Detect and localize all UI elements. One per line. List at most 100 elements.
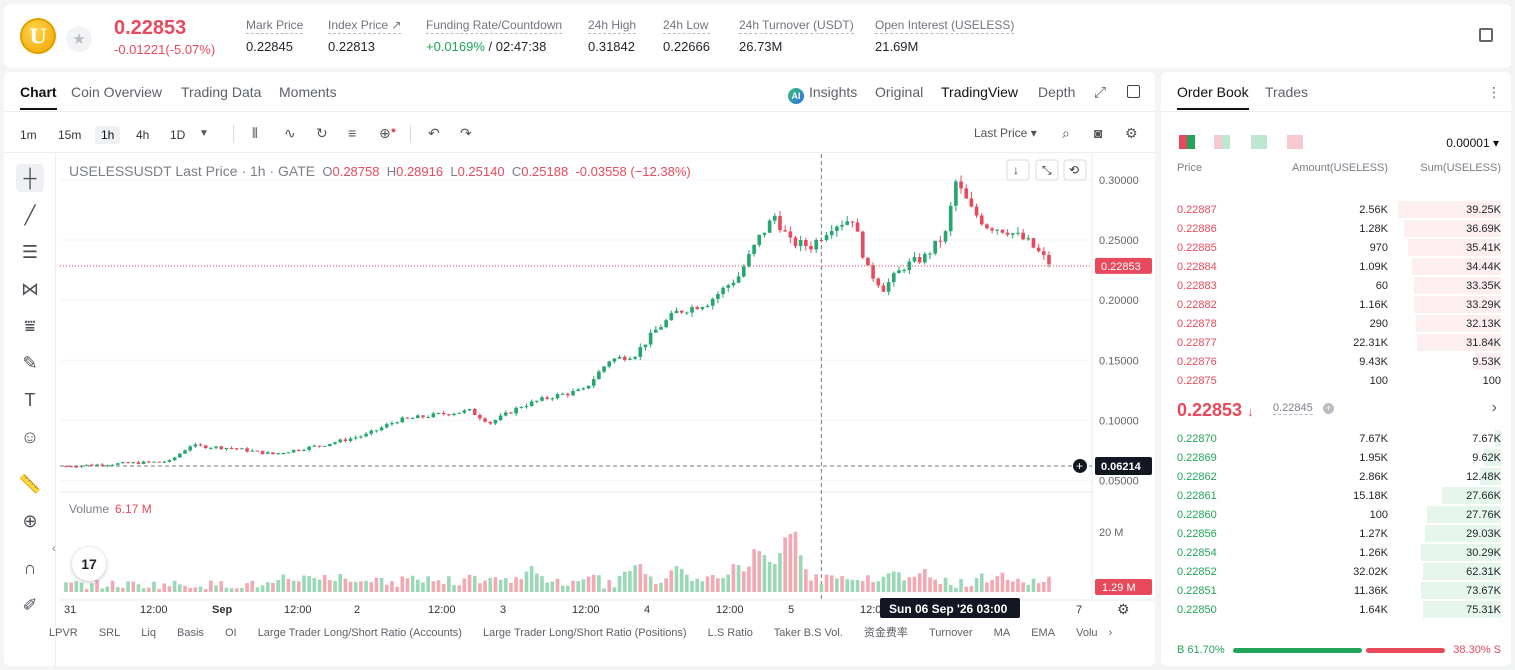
- bid-row[interactable]: 0.22861 15.18K 27.66K: [1161, 486, 1511, 505]
- trend-line-icon[interactable]: ╱: [24, 204, 36, 225]
- tab-coin-overview[interactable]: Coin Overview: [71, 84, 163, 100]
- tab-moments[interactable]: Moments: [279, 84, 337, 100]
- indicator-srl[interactable]: SRL: [98, 627, 121, 639]
- indicator-ls-ratio[interactable]: L.S Ratio: [707, 627, 753, 639]
- indicator-basis[interactable]: Basis: [177, 627, 204, 639]
- indicator-funding-rate[interactable]: 资金费率: [863, 627, 908, 639]
- bid-row[interactable]: 0.22854 1.26K 30.29K: [1161, 543, 1511, 562]
- crosshair-icon[interactable]: ┼: [16, 164, 44, 192]
- ask-row[interactable]: 0.22878 290 32.13K: [1161, 314, 1511, 333]
- candle-type-icon[interactable]: ⫴: [252, 125, 258, 141]
- indicators-icon[interactable]: ∿: [284, 125, 296, 141]
- info-icon[interactable]: +: [1323, 403, 1334, 414]
- expand-icon[interactable]: ⤢: [1094, 84, 1107, 101]
- brush-icon[interactable]: ✎: [22, 352, 38, 373]
- ask-row[interactable]: 0.22887 2.56K 39.25K: [1161, 200, 1511, 219]
- tab-trading-data[interactable]: Trading Data: [181, 84, 262, 100]
- candle-body: [131, 462, 136, 464]
- emoji-icon[interactable]: ☺: [20, 426, 40, 447]
- pattern-icon[interactable]: ⋈: [21, 278, 39, 299]
- bid-row[interactable]: 0.22869 1.95K 9.62K: [1161, 448, 1511, 467]
- indicator-large-trader-accounts[interactable]: Large Trader Long/Short Ratio (Accounts): [257, 627, 462, 639]
- text-icon[interactable]: T: [24, 389, 36, 410]
- view-asks-icon[interactable]: [1287, 135, 1303, 149]
- favorite-star-icon[interactable]: ★: [66, 26, 92, 52]
- bid-row[interactable]: 0.22852 32.02K 62.31K: [1161, 562, 1511, 581]
- drawing-toolbar: ┼ ╱ ☰ ⋈ ⩸ ✎ T ☺ 📏 ⊕ ∩ ✐: [4, 154, 56, 666]
- view-depth[interactable]: Depth: [1038, 84, 1076, 100]
- zoom-in-icon[interactable]: ⊕: [22, 510, 38, 531]
- indicator-ma[interactable]: MA: [993, 627, 1011, 639]
- search-icon[interactable]: ⌕: [1062, 125, 1070, 141]
- insights-button[interactable]: AI Insights: [788, 84, 857, 104]
- indicator-turnover[interactable]: Turnover: [928, 627, 973, 639]
- tradingview-logo[interactable]: 17: [72, 547, 106, 581]
- interval-15m[interactable]: 15m: [58, 128, 82, 142]
- indicator-large-trader-positions[interactable]: Large Trader Long/Short Ratio (Positions…: [482, 627, 687, 639]
- interval-dropdown-icon[interactable]: ▼: [199, 128, 209, 139]
- bid-row[interactable]: 0.22851 11.36K 73.67K: [1161, 581, 1511, 600]
- volume-bar: [757, 551, 762, 592]
- volume-bar: [90, 583, 94, 592]
- tab-chart[interactable]: Chart: [20, 84, 57, 110]
- indicator-oi[interactable]: OI: [225, 627, 237, 639]
- undo-icon[interactable]: ↶: [428, 125, 440, 141]
- stat-funding-rate[interactable]: Funding Rate/Countdown +0.0169% / 02:47:…: [426, 18, 563, 54]
- view-tradingview[interactable]: TradingView: [941, 84, 1019, 100]
- interval-1m[interactable]: 1m: [20, 128, 37, 142]
- tick-size-select[interactable]: 0.00001 ▾: [1446, 136, 1499, 150]
- last-price: 0.22853: [114, 17, 187, 39]
- candlestick-chart[interactable]: 0.30000 0.25000 0.20000 0.15000 0.10000 0.050…: [4, 72, 1155, 666]
- replay-icon[interactable]: ↻: [316, 125, 328, 141]
- stat-index-price[interactable]: Index Price ↗ 0.22813: [328, 18, 402, 54]
- bid-row[interactable]: 0.22862 2.86K 12.48K: [1161, 467, 1511, 486]
- bid-row[interactable]: 0.22870 7.67K 7.67K: [1161, 429, 1511, 448]
- camera-icon[interactable]: ◙: [1094, 125, 1103, 141]
- stat-mark-price[interactable]: Mark Price 0.22845: [246, 18, 304, 54]
- redo-icon[interactable]: ↷: [460, 125, 472, 141]
- view-bids-icon[interactable]: [1251, 135, 1267, 149]
- view-both-icon[interactable]: [1179, 135, 1195, 149]
- ask-row[interactable]: 0.22885 970 35.41K: [1161, 238, 1511, 257]
- ask-row[interactable]: 0.22886 1.28K 36.69K: [1161, 219, 1511, 238]
- volume-bar: [426, 576, 430, 592]
- ask-row[interactable]: 0.22876 9.43K 9.53K: [1161, 352, 1511, 371]
- ask-row[interactable]: 0.22882 1.16K 33.29K: [1161, 295, 1511, 314]
- book-icon[interactable]: [1479, 28, 1493, 42]
- tab-trades[interactable]: Trades: [1265, 84, 1309, 100]
- view-original[interactable]: Original: [875, 84, 924, 100]
- more-icon[interactable]: ⋮: [1487, 84, 1501, 100]
- fib-icon[interactable]: ⩸: [24, 315, 36, 336]
- magnet-icon[interactable]: ∩: [23, 557, 37, 578]
- pencil-lock-icon[interactable]: ✐: [22, 594, 38, 615]
- ask-price: 0.22882: [1177, 299, 1217, 311]
- volume-bar: [736, 564, 741, 592]
- horizontal-lines-icon[interactable]: ☰: [21, 241, 39, 262]
- template-icon[interactable]: ≡: [348, 125, 357, 141]
- ask-row[interactable]: 0.22875 100 100: [1161, 371, 1511, 390]
- view-mode-icon[interactable]: [1214, 135, 1230, 149]
- interval-1h[interactable]: 1h: [95, 126, 121, 144]
- chevron-right-icon[interactable]: ›: [1108, 627, 1113, 639]
- ask-row[interactable]: 0.22877 22.31K 31.84K: [1161, 333, 1511, 352]
- add-alert-icon[interactable]: ⊕●: [379, 125, 397, 141]
- ask-row[interactable]: 0.22883 60 33.35K: [1161, 276, 1511, 295]
- candle-body: [328, 443, 332, 446]
- indicator-liq[interactable]: Liq: [141, 627, 156, 639]
- interval-1d[interactable]: 1D: [170, 128, 186, 142]
- bid-row[interactable]: 0.22856 1.27K 29.03K: [1161, 524, 1511, 543]
- indicator-volume[interactable]: Volu: [1076, 627, 1098, 639]
- ruler-icon[interactable]: 📏: [18, 473, 42, 494]
- interval-4h[interactable]: 4h: [136, 128, 150, 142]
- indicator-lpvr[interactable]: LPVR: [49, 627, 78, 639]
- price-type-select[interactable]: Last Price ▾: [974, 126, 1037, 140]
- ask-row[interactable]: 0.22884 1.09K 34.44K: [1161, 257, 1511, 276]
- window-icon[interactable]: [1127, 85, 1140, 98]
- indicator-ema[interactable]: EMA: [1031, 627, 1056, 639]
- bid-row[interactable]: 0.22860 100 27.76K: [1161, 505, 1511, 524]
- gear-icon[interactable]: ⚙: [1125, 125, 1138, 141]
- tab-order-book[interactable]: Order Book: [1177, 84, 1249, 110]
- bid-row[interactable]: 0.22850 1.64K 75.31K: [1161, 600, 1511, 619]
- chevron-right-icon[interactable]: ›: [1491, 399, 1497, 416]
- indicator-taker-vol[interactable]: Taker B.S Vol.: [773, 627, 843, 639]
